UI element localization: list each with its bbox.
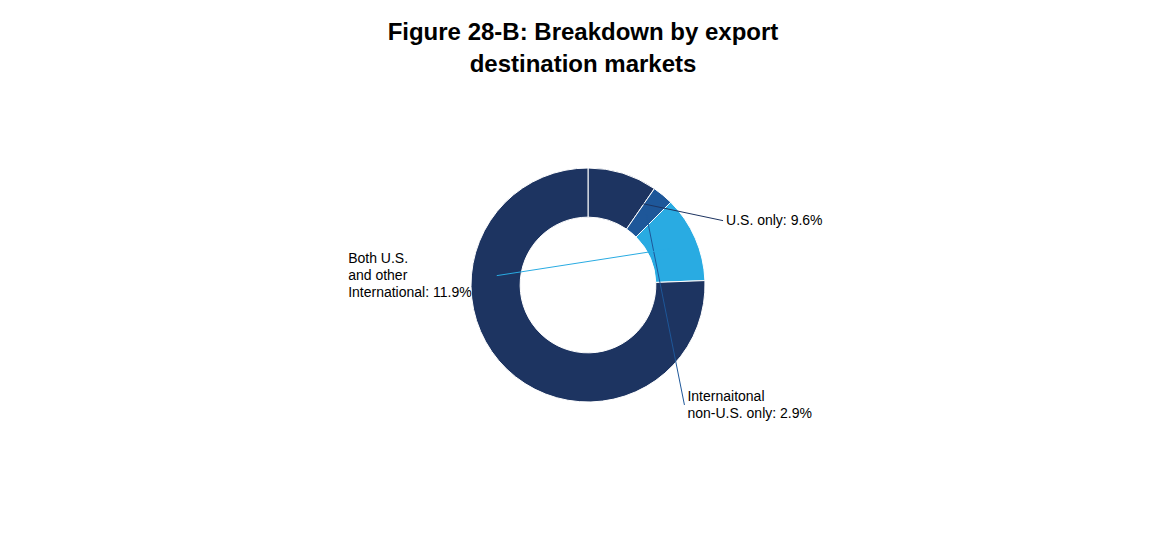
svg-text:Both U.S.and otherInternationa: Both U.S.and otherInternational: 11.9%	[348, 250, 472, 300]
html-text:Figure 28-B: Breakdown by expo: Figure 28-B: Breakdown by export	[387, 18, 779, 45]
svg-text:Internaitonalnon-U.S. only: 2.: Internaitonalnon-U.S. only: 2.9%	[687, 388, 812, 421]
svg-text:U.S. only: 9.6%: U.S. only: 9.6%	[726, 212, 823, 228]
html-text:destination markets: destination markets	[469, 50, 697, 77]
